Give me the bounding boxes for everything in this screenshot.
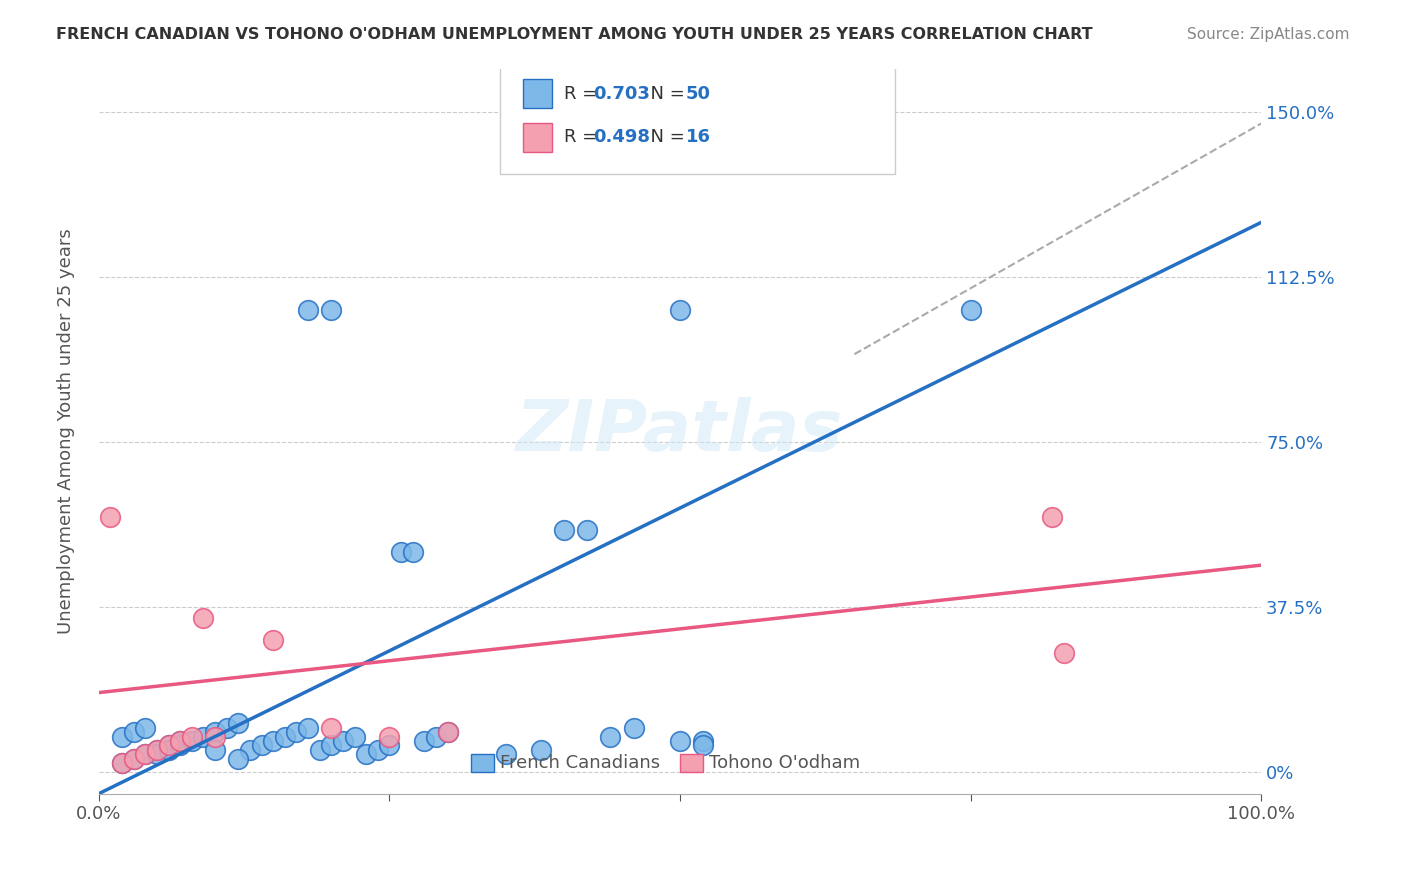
Text: 0.703: 0.703 — [593, 85, 650, 103]
Y-axis label: Unemployment Among Youth under 25 years: Unemployment Among Youth under 25 years — [58, 228, 75, 634]
French Canadians — [599, 730, 621, 744]
French Canadians — [389, 545, 412, 559]
Tohono O'odham — [1053, 646, 1076, 660]
FancyBboxPatch shape — [523, 79, 553, 109]
Tohono O'odham — [111, 756, 134, 770]
Tohono O'odham — [146, 742, 169, 756]
French Canadians — [402, 545, 425, 559]
Tohono O'odham — [122, 751, 145, 765]
French Canadians — [692, 734, 714, 748]
French Canadians — [354, 747, 377, 761]
French Canadians — [297, 721, 319, 735]
French Canadians — [367, 742, 389, 756]
French Canadians — [226, 751, 249, 765]
French Canadians — [692, 739, 714, 753]
Text: French Canadians: French Canadians — [501, 755, 659, 772]
French Canadians — [378, 739, 401, 753]
French Canadians — [436, 725, 458, 739]
French Canadians — [297, 303, 319, 318]
Text: Tohono O'odham: Tohono O'odham — [709, 755, 860, 772]
Text: 16: 16 — [686, 128, 711, 146]
French Canadians — [285, 725, 308, 739]
Tohono O'odham — [1040, 509, 1063, 524]
French Canadians — [529, 742, 551, 756]
French Canadians — [262, 734, 284, 748]
Tohono O'odham — [204, 730, 226, 744]
Tohono O'odham — [134, 747, 156, 761]
Text: FRENCH CANADIAN VS TOHONO O'ODHAM UNEMPLOYMENT AMONG YOUTH UNDER 25 YEARS CORREL: FRENCH CANADIAN VS TOHONO O'ODHAM UNEMPL… — [56, 27, 1092, 42]
French Canadians — [321, 739, 343, 753]
French Canadians — [321, 303, 343, 318]
Tohono O'odham — [180, 730, 202, 744]
French Canadians — [180, 734, 202, 748]
Tohono O'odham — [262, 632, 284, 647]
Text: 50: 50 — [686, 85, 711, 103]
French Canadians — [669, 303, 692, 318]
French Canadians — [204, 742, 226, 756]
French Canadians — [576, 523, 599, 537]
Text: Source: ZipAtlas.com: Source: ZipAtlas.com — [1187, 27, 1350, 42]
Tohono O'odham — [157, 739, 180, 753]
French Canadians — [111, 756, 134, 770]
French Canadians — [204, 725, 226, 739]
Text: 0.498: 0.498 — [593, 128, 650, 146]
French Canadians — [553, 523, 575, 537]
French Canadians — [215, 721, 238, 735]
French Canadians — [193, 730, 215, 744]
Text: N =: N = — [640, 85, 690, 103]
French Canadians — [134, 747, 156, 761]
Tohono O'odham — [321, 721, 343, 735]
FancyBboxPatch shape — [501, 65, 896, 174]
Tohono O'odham — [378, 730, 401, 744]
French Canadians — [669, 734, 692, 748]
Text: R =: R = — [564, 85, 603, 103]
FancyBboxPatch shape — [471, 754, 494, 772]
French Canadians — [134, 721, 156, 735]
French Canadians — [623, 721, 645, 735]
French Canadians — [157, 739, 180, 753]
French Canadians — [250, 739, 273, 753]
French Canadians — [169, 739, 191, 753]
French Canadians — [146, 747, 169, 761]
Tohono O'odham — [169, 734, 191, 748]
French Canadians — [122, 751, 145, 765]
Tohono O'odham — [436, 725, 458, 739]
Tohono O'odham — [193, 611, 215, 625]
Text: ZIPatlas: ZIPatlas — [516, 397, 844, 466]
French Canadians — [343, 730, 366, 744]
French Canadians — [169, 734, 191, 748]
Tohono O'odham — [100, 509, 122, 524]
French Canadians — [413, 734, 436, 748]
French Canadians — [425, 730, 447, 744]
French Canadians — [332, 734, 354, 748]
Text: N =: N = — [640, 128, 696, 146]
Text: R =: R = — [564, 128, 603, 146]
French Canadians — [146, 742, 169, 756]
FancyBboxPatch shape — [681, 754, 703, 772]
FancyBboxPatch shape — [523, 123, 553, 152]
French Canadians — [274, 730, 297, 744]
French Canadians — [959, 303, 981, 318]
French Canadians — [495, 747, 517, 761]
French Canadians — [239, 742, 262, 756]
French Canadians — [122, 725, 145, 739]
French Canadians — [157, 742, 180, 756]
French Canadians — [111, 730, 134, 744]
French Canadians — [308, 742, 330, 756]
French Canadians — [226, 716, 249, 731]
